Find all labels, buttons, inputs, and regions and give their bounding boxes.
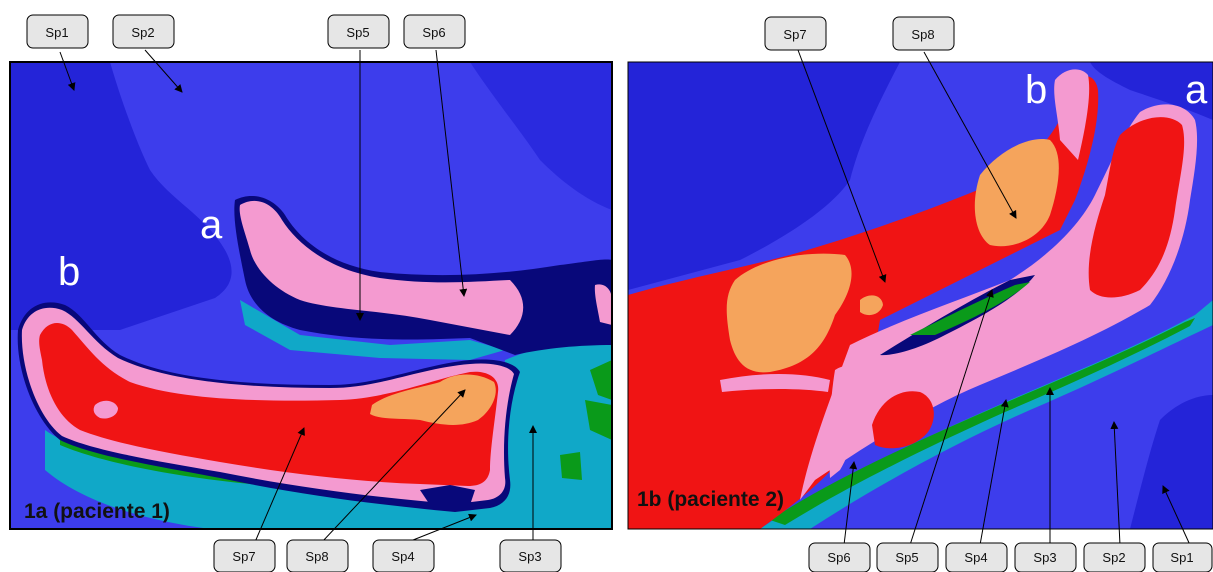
region-sp6-right-jaw-inner — [1088, 117, 1185, 298]
panel-right-letter-a: a — [1185, 68, 1208, 112]
label-text: Sp6 — [422, 25, 445, 40]
label-text: Sp3 — [518, 549, 541, 564]
region-sp5-notch — [420, 485, 475, 505]
arrow-left-sp2 — [144, 49, 183, 93]
arrow-right-sp5 — [909, 289, 994, 546]
region-sp4-halo-r — [770, 318, 1195, 525]
region-sp8-orange-r2 — [974, 139, 1059, 247]
label-box-right-bottom-1: Sp6 — [808, 542, 871, 572]
label-text: Sp8 — [911, 27, 934, 42]
region-sp6-lower-patch — [93, 400, 118, 419]
label-box-right-bottom-4: Sp3 — [1014, 542, 1077, 572]
panel-left-letter-a: a — [200, 203, 223, 247]
region-sp6-upper-arm-tip — [594, 284, 612, 325]
arrow-right-sp2 — [1110, 421, 1121, 546]
label-text: Sp1 — [1170, 550, 1193, 565]
label-text: Sp6 — [827, 550, 850, 565]
label-box-left-top-4: Sp6 — [403, 14, 466, 49]
label-text: Sp2 — [1102, 550, 1125, 565]
label-box-left-bottom-4: Sp3 — [499, 539, 562, 572]
region-sp7-lower — [39, 323, 499, 486]
label-text: Sp1 — [45, 25, 68, 40]
label-box-left-bottom-2: Sp8 — [286, 539, 349, 572]
region-sp6-upper-arm — [239, 200, 524, 335]
label-box-right-bottom-3: Sp4 — [945, 542, 1008, 572]
region-sp8-orange-r1 — [726, 253, 852, 373]
panel-right-title: 1b (paciente 2) — [637, 488, 784, 511]
arrow-left-sp8 — [321, 389, 466, 543]
arrow-right-sp8 — [923, 51, 1017, 219]
panel-right-image — [628, 62, 1213, 529]
region-sp6-patch-top — [1054, 69, 1090, 160]
label-box-right-top-2: Sp8 — [892, 16, 955, 51]
label-box-right-bottom-6: Sp1 — [1152, 542, 1213, 572]
arrows — [59, 49, 1191, 546]
label-box-right-top-1: Sp7 — [764, 16, 827, 51]
arrow-right-sp4 — [979, 399, 1009, 546]
arrow-right-sp6 — [843, 461, 858, 546]
region-sp1-dark — [10, 62, 232, 330]
region-sp8-orange — [370, 374, 496, 425]
label-box-left-bottom-1: Sp7 — [213, 539, 276, 572]
label-text: Sp7 — [232, 549, 255, 564]
label-boxes: Sp1 Sp2 Sp5 Sp6 Sp7 Sp8 Sp4 Sp3 — [26, 14, 1213, 572]
label-box-left-top-1: Sp1 — [26, 14, 89, 49]
label-text: Sp2 — [131, 25, 154, 40]
region-sp1-dark-r2 — [1090, 62, 1213, 120]
label-box-right-bottom-5: Sp2 — [1083, 542, 1146, 572]
region-sp7-lower-r — [872, 391, 934, 449]
arrow-left-sp7 — [254, 427, 305, 543]
label-text: Sp8 — [305, 549, 328, 564]
region-sp6-band-r — [829, 366, 860, 478]
region-sp1-dark-r — [628, 62, 900, 290]
panel-left-title: 1a (paciente 1) — [24, 500, 170, 523]
label-box-left-top-2: Sp2 — [112, 14, 175, 49]
panel-left-letter-b: b — [58, 250, 80, 294]
region-sp6-midline-r — [720, 374, 830, 392]
panel-right-letter-b: b — [1025, 68, 1047, 112]
region-sp1-dark-r3 — [1130, 395, 1213, 529]
panel-right-frame — [627, 61, 1213, 530]
arrow-right-sp1 — [1162, 485, 1191, 546]
panel-left-frame — [9, 61, 613, 530]
label-text: Sp5 — [895, 550, 918, 565]
label-box-left-bottom-3: Sp4 — [372, 539, 435, 572]
label-text: Sp5 — [346, 25, 369, 40]
region-sp4-green-right — [560, 360, 612, 480]
label-text: Sp4 — [964, 550, 987, 565]
region-sp8-orange-r3 — [860, 295, 883, 316]
label-text: Sp7 — [783, 27, 806, 42]
label-box-right-bottom-2: Sp5 — [876, 542, 939, 572]
region-sp1-dark-right — [470, 62, 612, 210]
panel-left-image — [10, 62, 612, 529]
arrow-left-sp1 — [59, 51, 76, 91]
arrow-left-sp6 — [435, 49, 468, 297]
arrow-right-sp7 — [797, 49, 887, 283]
label-box-left-top-3: Sp5 — [327, 14, 390, 49]
label-text: Sp3 — [1033, 550, 1056, 565]
region-sp3-halo-upper — [240, 300, 505, 360]
label-text: Sp4 — [391, 549, 414, 564]
region-sp3-cyan — [490, 343, 612, 529]
arrow-left-sp4 — [407, 513, 477, 543]
region-sp4-slit-r — [910, 282, 1030, 335]
